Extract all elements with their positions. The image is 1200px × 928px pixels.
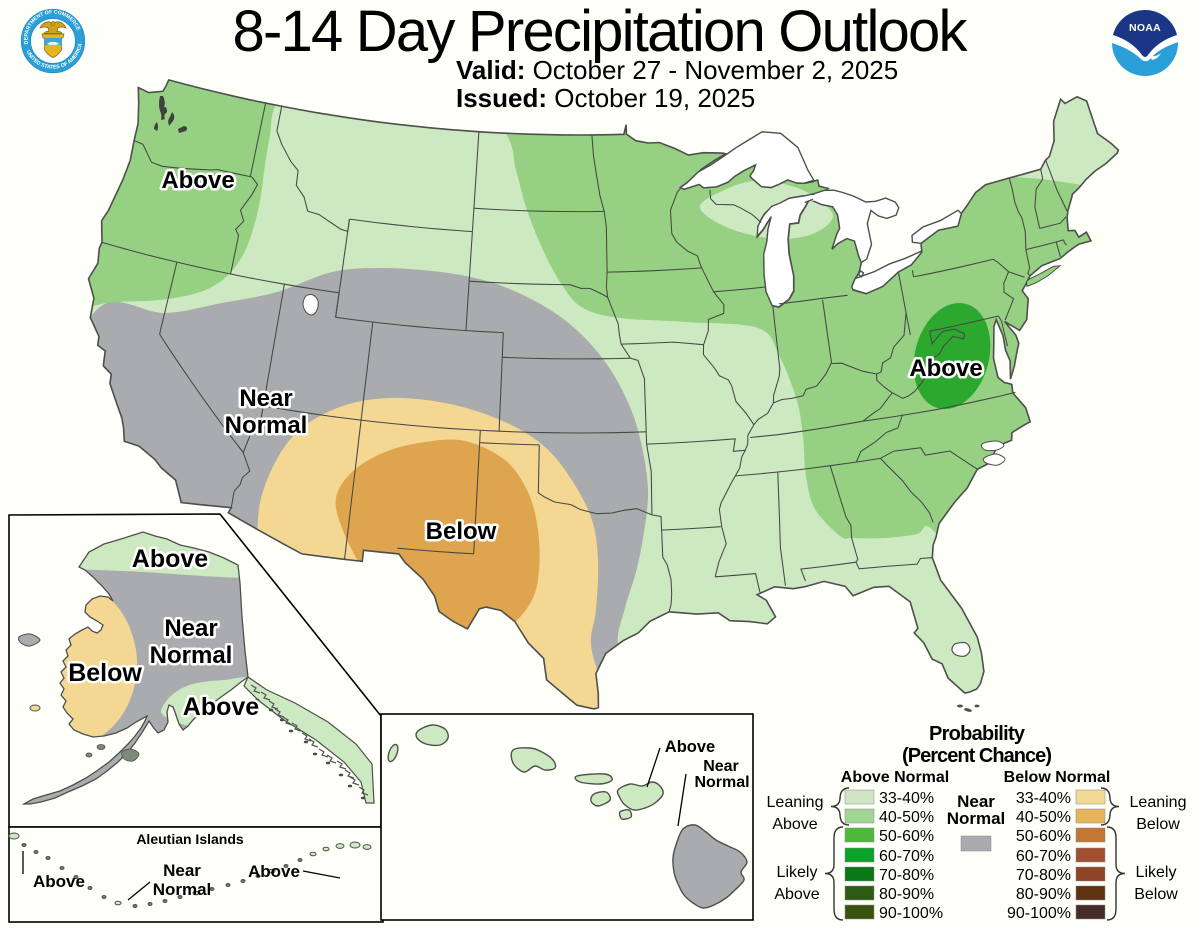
svg-text:60-70%: 60-70% <box>879 848 934 865</box>
svg-text:Leaning: Leaning <box>767 794 824 811</box>
svg-text:90-100%: 90-100% <box>1007 905 1071 922</box>
svg-text:Near: Near <box>239 385 292 412</box>
svg-text:Normal: Normal <box>947 809 1006 828</box>
svg-text:50-60%: 50-60% <box>1016 828 1071 845</box>
svg-text:Near: Near <box>163 861 201 880</box>
svg-text:Normal: Normal <box>150 642 233 669</box>
svg-text:Above: Above <box>161 167 234 194</box>
svg-text:Likely: Likely <box>777 864 818 881</box>
svg-text:Above: Above <box>248 862 300 881</box>
svg-text:Above: Above <box>132 545 209 573</box>
svg-text:50-60%: 50-60% <box>879 828 934 845</box>
svg-text:80-90%: 80-90% <box>1016 886 1071 903</box>
svg-text:Above: Above <box>665 738 715 756</box>
svg-text:Below: Below <box>426 518 497 545</box>
svg-text:90-100%: 90-100% <box>879 905 943 922</box>
svg-text:Likely: Likely <box>1136 864 1177 881</box>
svg-text:Issued: October 19, 2025: Issued: October 19, 2025 <box>456 83 755 113</box>
svg-text:Leaning: Leaning <box>1130 794 1187 811</box>
svg-text:Valid: October 27 - November: Valid: October 27 - November 2, 2025 <box>456 55 898 85</box>
svg-text:Normal: Normal <box>694 774 749 791</box>
svg-text:Above: Above <box>183 693 260 721</box>
svg-text:60-70%: 60-70% <box>1016 848 1071 865</box>
svg-text:Below: Below <box>1134 886 1178 903</box>
svg-text:NOAA: NOAA <box>1129 22 1161 34</box>
svg-text:8-14 Day Precipitation Outlook: 8-14 Day Precipitation Outlook <box>233 0 969 64</box>
svg-text:33-40%: 33-40% <box>1016 790 1071 807</box>
svg-text:Below: Below <box>68 659 142 687</box>
svg-text:40-50%: 40-50% <box>1016 809 1071 826</box>
svg-text:Above: Above <box>774 886 819 903</box>
svg-text:80-90%: 80-90% <box>879 886 934 903</box>
svg-text:Above: Above <box>772 816 817 833</box>
svg-text:Below Normal: Below Normal <box>1004 769 1111 786</box>
svg-text:70-80%: 70-80% <box>879 867 934 884</box>
svg-text:Normal: Normal <box>225 412 308 439</box>
svg-text:Near: Near <box>957 792 995 811</box>
svg-text:Aleutian Islands: Aleutian Islands <box>136 831 244 847</box>
svg-text:40-50%: 40-50% <box>879 809 934 826</box>
svg-text:33-40%: 33-40% <box>879 790 934 807</box>
svg-text:Probability: Probability <box>929 723 1026 745</box>
svg-text:Above: Above <box>33 872 85 891</box>
svg-text:(Percent Chance): (Percent Chance) <box>902 745 1052 767</box>
svg-text:Below: Below <box>1136 816 1180 833</box>
svg-text:70-80%: 70-80% <box>1016 867 1071 884</box>
svg-text:Near: Near <box>164 615 217 642</box>
svg-text:Normal: Normal <box>153 880 212 899</box>
svg-text:Above: Above <box>909 355 982 382</box>
svg-text:Above Normal: Above Normal <box>841 769 949 786</box>
svg-text:Near: Near <box>703 758 739 775</box>
